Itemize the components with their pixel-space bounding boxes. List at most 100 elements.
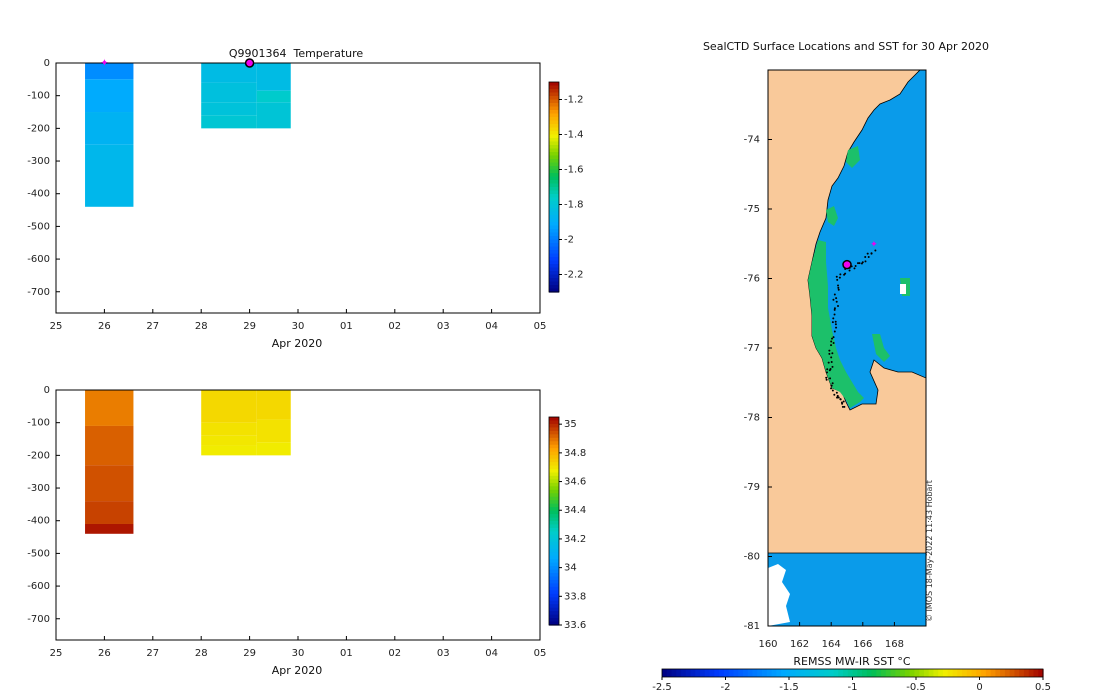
x-tick-label: 03	[437, 648, 450, 659]
colorbar-swatch	[549, 434, 559, 439]
colorbar-swatch	[549, 148, 559, 153]
colorbar-swatch	[549, 166, 559, 171]
profile-2-layer-2	[256, 102, 291, 129]
colorbar-swatch	[549, 267, 559, 272]
track-dot	[837, 305, 840, 308]
track-dot	[828, 349, 831, 352]
x-tick-label: 04	[485, 648, 498, 659]
track-dot	[830, 384, 833, 387]
profile-1-layer-2	[201, 435, 257, 446]
sst-colorbar-swatch	[752, 669, 758, 677]
sst-colorbar-swatch	[819, 669, 825, 677]
sst-colorbar-swatch	[723, 669, 730, 677]
map-sst-ice-hole	[900, 284, 906, 294]
colorbar-swatch	[549, 113, 559, 118]
colorbar-swatch	[549, 555, 559, 560]
colorbar-swatch	[549, 479, 559, 484]
track-dot	[833, 313, 836, 316]
colorbar-swatch	[549, 201, 559, 206]
y-tick-label: -500	[27, 548, 50, 559]
colorbar-swatch	[549, 614, 559, 619]
track-dot	[830, 387, 833, 390]
profile-0-layer-0	[85, 63, 134, 80]
colorbar-swatch	[549, 253, 559, 258]
track-dot	[848, 269, 851, 272]
sst-colorbar-swatch	[909, 669, 916, 677]
track-dot	[842, 400, 845, 403]
colorbar-swatch	[549, 187, 559, 192]
track-dot	[837, 396, 840, 399]
track-dot	[830, 344, 833, 347]
colorbar-swatch	[549, 621, 559, 626]
track-dot	[866, 252, 869, 255]
sst-colorbar-swatch	[1009, 669, 1016, 677]
colorbar-swatch	[549, 531, 559, 536]
map-previous-position-marker: ✦	[870, 240, 878, 250]
x-tick-label: 04	[485, 321, 498, 332]
map-credit: © IMOS 18-May-2022 11:43 Hobart	[925, 480, 934, 622]
x-tick-label: 05	[534, 321, 547, 332]
lon-tick-label: 162	[790, 639, 809, 650]
track-dot	[826, 368, 829, 371]
temperature-title: Q9901364 Temperature	[229, 47, 364, 60]
sst-colorbar-swatch	[814, 669, 820, 677]
profile-1-layer-0	[201, 63, 257, 83]
lat-tick-label: -78	[744, 413, 760, 424]
sst-colorbar-swatch	[1028, 669, 1035, 677]
colorbar-swatch	[549, 482, 559, 487]
colorbar-swatch	[549, 96, 559, 101]
y-tick-label: -400	[27, 189, 50, 200]
colorbar-swatch	[549, 475, 559, 480]
colorbar-swatch	[549, 264, 559, 269]
colorbar-swatch	[549, 208, 559, 213]
colorbar-swatch	[549, 127, 559, 132]
sst-colorbar-swatch	[728, 669, 735, 677]
colorbar-swatch	[549, 500, 559, 505]
track-dot	[837, 288, 840, 291]
colorbar-frame	[548, 81, 560, 293]
colorbar-swatch	[549, 271, 559, 276]
salinity-panel: 25 26 27 28 29 30 01 02 03 04 05 0 -100 -200 -300 -400…	[27, 385, 586, 677]
colorbar-swatch	[549, 496, 559, 501]
colorbar-swatch	[549, 281, 559, 286]
colorbar-swatch	[549, 583, 559, 588]
colorbar-swatch	[549, 604, 559, 609]
colorbar-swatch	[549, 204, 559, 209]
profile-1-layer-3	[201, 115, 257, 129]
colorbar-swatch	[549, 444, 559, 449]
colorbar-swatch	[549, 510, 559, 515]
sst-colorbar-swatch	[842, 669, 849, 677]
track-dot	[854, 264, 857, 267]
track-dot	[831, 321, 834, 324]
lon-tick-label: 160	[758, 639, 777, 650]
map-white-land-mask	[768, 564, 790, 626]
temperature-panel: Q9901364 Temperature 25 26 27 28 29 30 01 02 03 0…	[27, 47, 583, 350]
salinity-y-ticks: 0 -100 -200 -300 -400 -500 -600 -700	[27, 385, 60, 625]
current-profile-marker	[244, 58, 255, 68]
x-tick-label: 02	[388, 321, 401, 332]
colorbar-swatch	[549, 152, 559, 157]
colorbar-tick-label: 34.8	[564, 448, 586, 459]
sst-map-panel: SealCTD Surface Locations and SST for 30…	[652, 40, 1051, 693]
track-dot	[829, 377, 832, 380]
profile-0-layer-1	[85, 425, 134, 466]
sst-colorbar-swatch	[852, 669, 858, 677]
sst-colorbar-swatch	[890, 669, 896, 677]
sst-colorbar-swatch	[704, 669, 711, 677]
sst-colorbar-tick-label: -1	[848, 682, 858, 693]
colorbar-swatch	[549, 92, 559, 97]
track-dot	[833, 293, 836, 296]
colorbar-swatch	[549, 243, 559, 248]
colorbar-swatch	[549, 590, 559, 595]
track-dot	[825, 378, 828, 381]
track-dot	[833, 393, 836, 396]
colorbar-swatch	[549, 274, 559, 279]
sst-colorbar-swatch	[690, 669, 696, 677]
colorbar-swatch	[549, 417, 559, 422]
x-tick-label: 30	[292, 321, 305, 332]
colorbar-swatch	[549, 99, 559, 104]
track-dot	[830, 340, 833, 343]
track-dot	[832, 336, 835, 339]
sst-colorbar-swatch	[985, 669, 992, 677]
colorbar-swatch	[549, 423, 559, 428]
